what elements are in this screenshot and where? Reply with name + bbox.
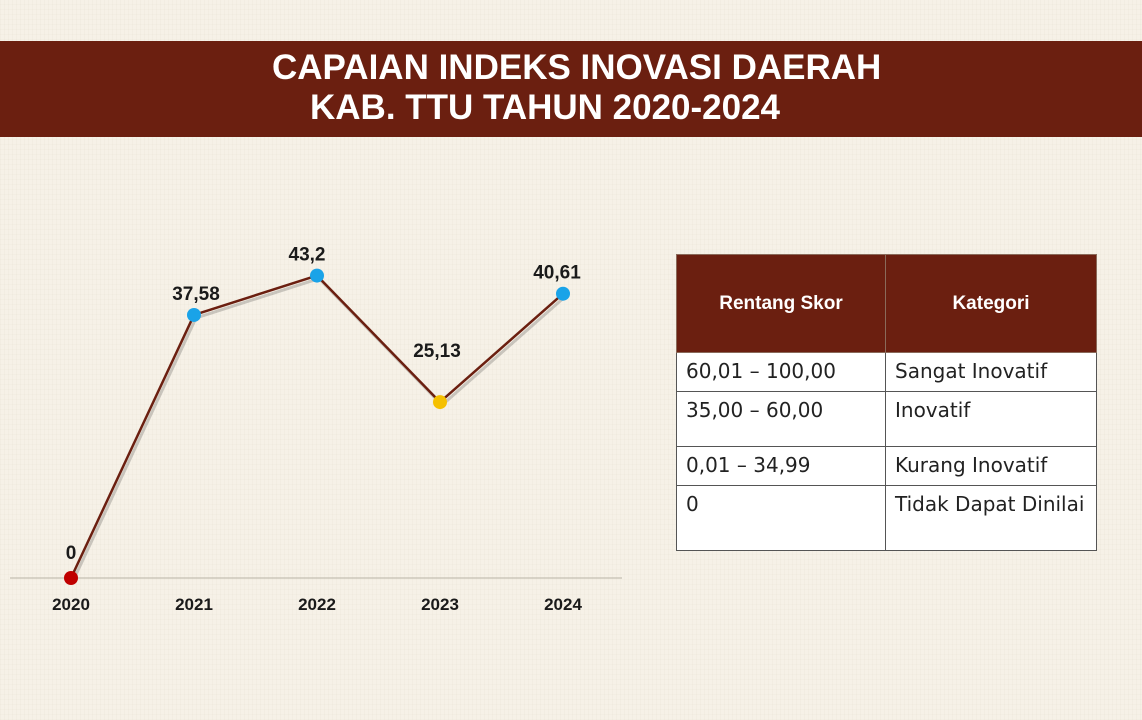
score-range-cell: 0,01 – 34,99 (676, 446, 886, 486)
table-row: 35,00 – 60,00 Inovatif (676, 391, 1097, 447)
table-row: 0,01 – 34,99 Kurang Inovatif (676, 446, 1097, 486)
score-range-cell: 35,00 – 60,00 (676, 391, 886, 447)
category-cell: Tidak Dapat Dinilai (885, 485, 1097, 551)
table-row: 60,01 – 100,00 Sangat Inovatif (676, 352, 1097, 392)
category-cell: Sangat Inovatif (885, 352, 1097, 392)
header-score-range: Rentang Skor (676, 254, 886, 353)
category-cell: Kurang Inovatif (885, 446, 1097, 486)
score-range-cell: 60,01 – 100,00 (676, 352, 886, 392)
data-point-2022 (310, 268, 324, 283)
data-label-2023: 25,13 (413, 341, 461, 362)
x-tick-label: 2022 (298, 595, 336, 614)
data-point-2020 (64, 571, 78, 585)
data-label-2024: 40,61 (533, 263, 581, 284)
x-tick-label: 2021 (175, 595, 213, 614)
data-point-2024 (556, 286, 570, 301)
header-category: Kategori (885, 254, 1097, 353)
line-chart: 2020 2021 2022 2023 2024 0 37,58 43,2 25,13 40,61 (10, 245, 622, 614)
score-category-table: Rentang Skor Kategori 60,01 – 100,00 San… (676, 254, 1097, 551)
data-label-2022: 43,2 (289, 245, 326, 266)
x-tick-label: 2024 (544, 595, 582, 614)
data-point-2023 (433, 395, 447, 410)
title-line-1: CAPAIAN INDEKS INOVASI DAERAH (272, 48, 882, 87)
series-line-shadow (71, 277, 566, 582)
data-label-2021: 37,58 (172, 284, 220, 305)
title-banner (0, 41, 1142, 137)
table-header-row: Rentang Skor Kategori (676, 254, 1097, 353)
category-cell: Inovatif (885, 391, 1097, 447)
x-tick-label: 2020 (52, 595, 90, 614)
title-line-2: KAB. TTU TAHUN 2020-2024 (310, 88, 781, 127)
x-tick-label: 2023 (421, 595, 459, 614)
score-range-cell: 0 (676, 485, 886, 551)
data-label-2020: 0 (66, 543, 77, 564)
table-row: 0 Tidak Dapat Dinilai (676, 485, 1097, 551)
data-point-2021 (187, 307, 201, 322)
